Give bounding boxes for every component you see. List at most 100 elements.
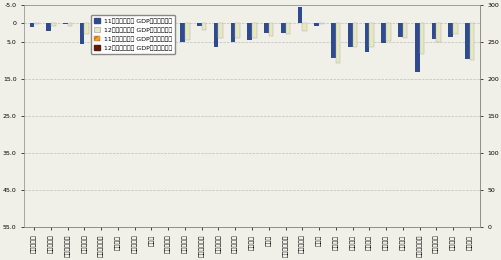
Bar [452, 23, 457, 34]
Bar [331, 176, 335, 227]
Bar [464, 23, 469, 58]
Bar [213, 192, 218, 227]
Bar [84, 23, 89, 34]
Bar [435, 23, 440, 42]
Bar [46, 23, 51, 31]
Bar [397, 154, 402, 227]
Bar [264, 23, 268, 33]
Bar [101, 23, 106, 25]
Bar [130, 23, 134, 44]
Bar [235, 186, 239, 227]
Bar [268, 174, 273, 227]
Bar [414, 148, 419, 227]
Bar [151, 193, 156, 227]
Bar [264, 175, 268, 227]
Bar [134, 197, 139, 227]
Bar [146, 197, 151, 227]
Bar [180, 195, 185, 227]
Bar [318, 23, 323, 24]
Bar [168, 23, 172, 38]
Bar [185, 23, 189, 40]
Bar [302, 23, 306, 31]
Bar [146, 23, 151, 35]
Bar [101, 199, 106, 227]
Legend: 11年財政赤字対 GDP比（左目盛）, 12年財政赤字対 GDP比（左目盛）, 11年累積債務対 GDP比（右目盛）, 12年累積債務対 GDP比（右目盛）: 11年財政赤字対 GDP比（左目盛）, 12年財政赤字対 GDP比（左目盛）, … [91, 15, 175, 54]
Bar [130, 199, 134, 227]
Bar [247, 23, 252, 40]
Bar [163, 193, 168, 227]
Bar [51, 23, 56, 26]
Bar [469, 111, 473, 227]
Bar [118, 197, 122, 227]
Bar [280, 174, 285, 227]
Bar [364, 164, 369, 227]
Bar [201, 187, 206, 227]
Bar [402, 153, 407, 227]
Bar [419, 23, 423, 54]
Bar [431, 147, 435, 227]
Bar [385, 160, 390, 227]
Bar [285, 173, 290, 227]
Bar [352, 164, 357, 227]
Bar [34, 220, 39, 227]
Bar [431, 23, 435, 39]
Bar [297, 166, 302, 227]
Bar [447, 138, 452, 227]
Bar [335, 165, 340, 227]
Bar [113, 196, 118, 227]
Bar [302, 168, 306, 227]
Bar [435, 135, 440, 227]
Bar [46, 215, 51, 227]
Bar [230, 23, 235, 42]
Bar [30, 223, 34, 227]
Bar [180, 23, 185, 42]
Bar [63, 23, 68, 24]
Bar [335, 23, 340, 63]
Bar [68, 23, 72, 25]
Bar [113, 23, 118, 36]
Bar [318, 166, 323, 227]
Bar [331, 23, 335, 58]
Bar [168, 193, 172, 227]
Bar [285, 23, 290, 34]
Bar [96, 22, 101, 23]
Bar [163, 23, 168, 30]
Bar [80, 202, 84, 227]
Bar [347, 23, 352, 47]
Bar [96, 199, 101, 227]
Bar [197, 23, 201, 26]
Bar [402, 23, 407, 38]
Bar [268, 23, 273, 36]
Bar [464, 101, 469, 227]
Bar [80, 23, 84, 44]
Bar [469, 23, 473, 60]
Bar [314, 23, 318, 26]
Bar [252, 174, 256, 227]
Bar [68, 212, 72, 227]
Bar [347, 174, 352, 227]
Bar [364, 23, 369, 52]
Bar [197, 191, 201, 227]
Bar [280, 23, 285, 32]
Bar [247, 179, 252, 227]
Bar [381, 23, 385, 43]
Bar [397, 23, 402, 37]
Bar [369, 160, 373, 227]
Bar [314, 167, 318, 227]
Bar [447, 23, 452, 37]
Bar [63, 213, 68, 227]
Bar [84, 199, 89, 227]
Bar [452, 133, 457, 227]
Bar [213, 23, 218, 47]
Bar [235, 23, 239, 38]
Bar [381, 163, 385, 227]
Bar [297, 7, 302, 23]
Bar [34, 23, 39, 24]
Bar [118, 23, 122, 28]
Bar [230, 185, 235, 227]
Bar [185, 188, 189, 227]
Bar [30, 23, 34, 27]
Bar [252, 23, 256, 38]
Bar [151, 23, 156, 40]
Bar [134, 23, 139, 35]
